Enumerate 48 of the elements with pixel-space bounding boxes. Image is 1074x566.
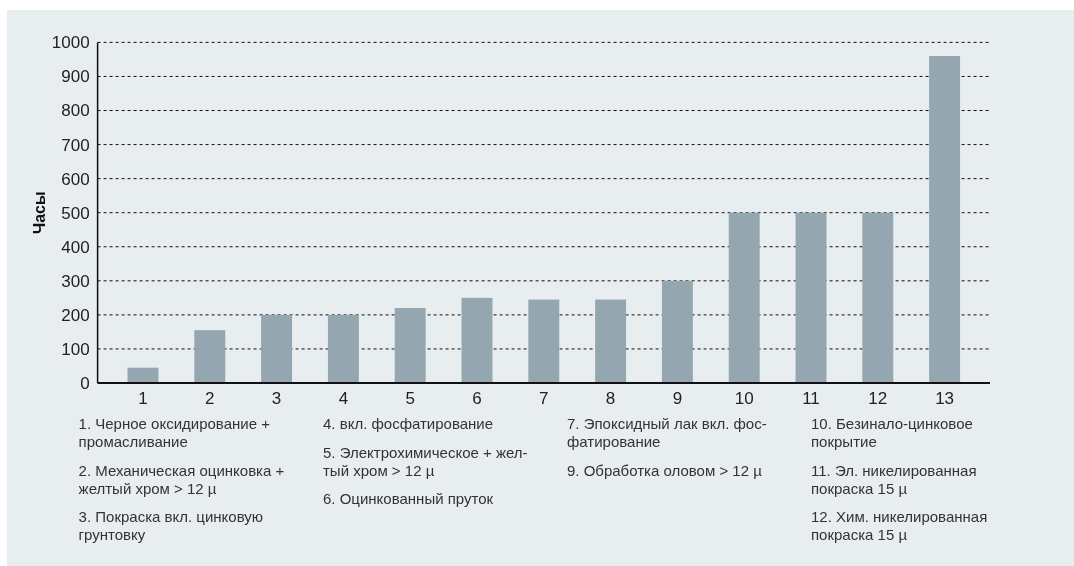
y-tick-label: 500 <box>61 203 90 223</box>
x-tick-label: 12 <box>868 389 888 408</box>
y-tick-label: 800 <box>61 101 90 121</box>
x-tick-label: 1 <box>138 389 148 408</box>
x-tick-label: 4 <box>338 389 349 408</box>
x-tick-label: 11 <box>802 389 820 408</box>
y-tick-label: 0 <box>80 373 90 393</box>
bar <box>528 299 560 383</box>
y-axis-title: Часы <box>30 191 48 235</box>
text: 4. вкл. фосфатирование <box>323 415 494 432</box>
bar <box>728 212 760 383</box>
text: 10. Безинало-цинковое покрытие <box>811 415 973 450</box>
text: 2. Механическая оцинковка + желтый хром > 12 µ <box>78 461 285 497</box>
text: 7. Эпоксидный лак вкл. фос- фатирование <box>567 415 767 450</box>
x-tick-label: 13 <box>935 389 955 408</box>
text: 11. Эл. никелированная покраска 15 µ <box>811 461 977 497</box>
y-tick-label: 200 <box>61 305 90 325</box>
bar <box>795 212 827 383</box>
y-tick-label: 400 <box>61 237 90 257</box>
text: 12. Хим. никелированная покраска 15 µ <box>811 508 988 543</box>
x-tick-label: 2 <box>205 389 215 408</box>
bar <box>461 297 493 383</box>
x-tick-label: 10 <box>734 389 754 408</box>
bar <box>194 330 226 383</box>
bar <box>661 280 693 383</box>
bar <box>327 314 359 383</box>
text: 6. Оцинкованный пруток <box>323 490 494 507</box>
x-tick-label: 9 <box>672 389 683 408</box>
text: 5. Электрохимическое + жел- тый хром > 12 µ <box>323 443 528 479</box>
x-tick-label: 6 <box>472 389 482 408</box>
bar <box>862 212 894 383</box>
bar <box>394 308 426 383</box>
text: 3. Покраска вкл. цинковую грунтовку <box>78 508 264 543</box>
bar <box>929 56 961 383</box>
x-tick-label: 8 <box>605 389 616 408</box>
y-tick-label: 300 <box>61 271 90 291</box>
y-tick-label: 100 <box>61 339 90 359</box>
y-tick-label: 600 <box>61 169 90 189</box>
y-tick-label: 900 <box>61 67 90 87</box>
bar <box>261 314 293 383</box>
text: 1. Черное оксидирование + промасливание <box>78 415 271 450</box>
text: 9. Обработка оловом > 12 µ <box>567 461 763 479</box>
x-tick-label: 3 <box>271 389 282 408</box>
y-tick-label: 700 <box>61 135 90 155</box>
x-tick-label: 5 <box>405 389 415 408</box>
bar <box>595 299 627 383</box>
x-tick-label: 7 <box>539 389 549 408</box>
y-tick-label: 1000 <box>51 33 90 53</box>
